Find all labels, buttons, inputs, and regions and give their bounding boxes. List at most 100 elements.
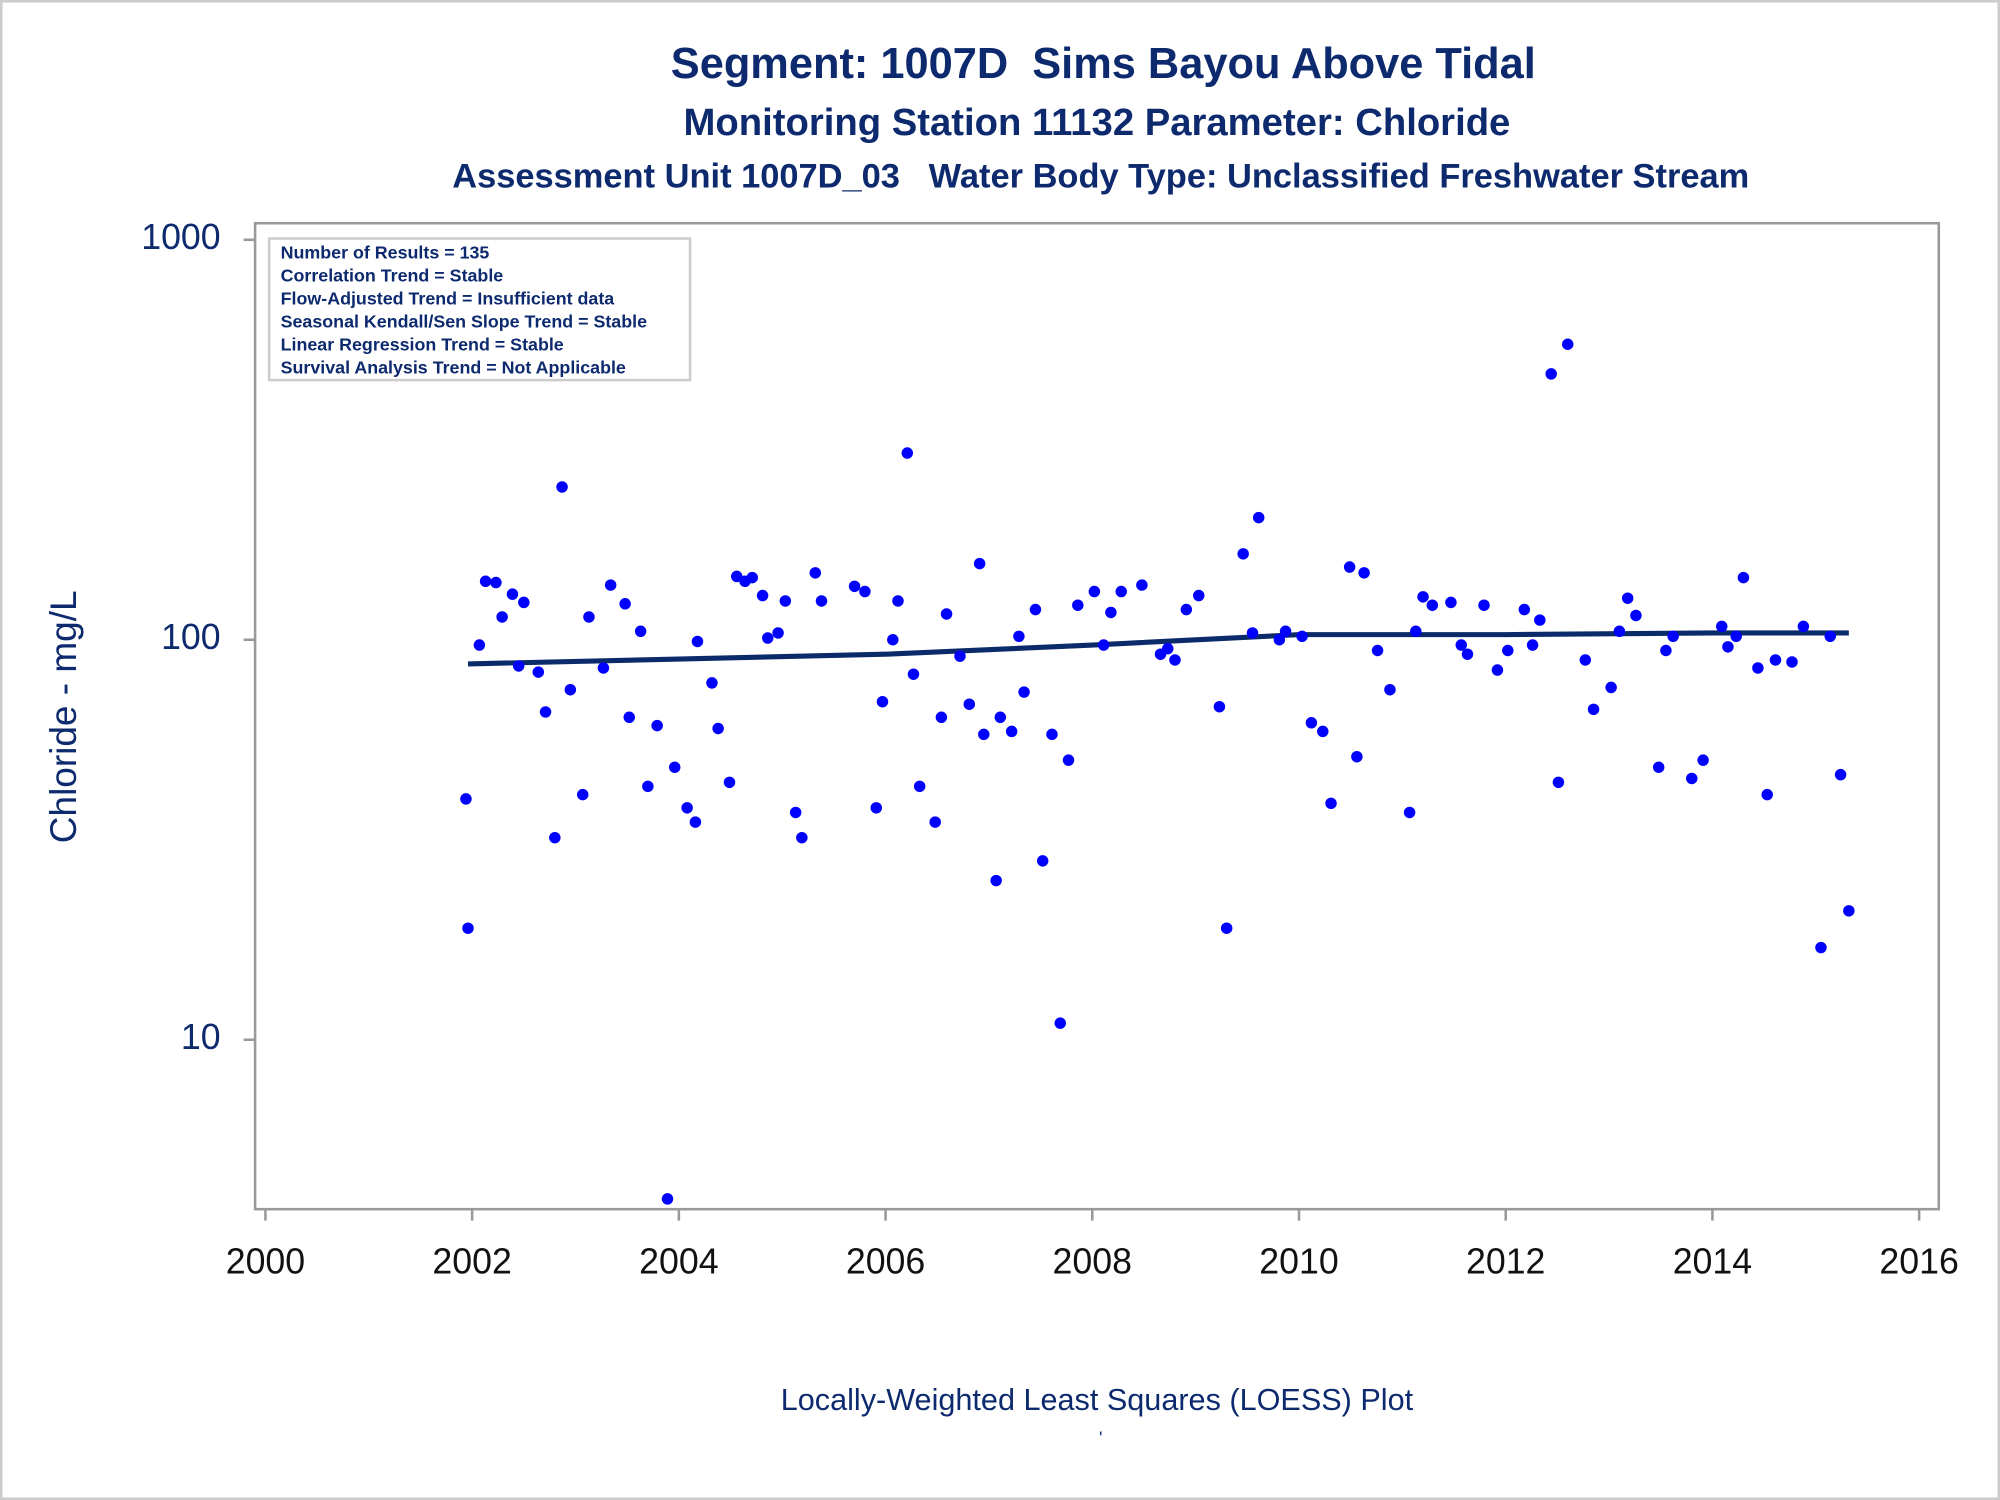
data-point bbox=[954, 650, 966, 662]
data-point bbox=[1036, 855, 1049, 867]
x-tick-label: 2008 bbox=[1053, 1241, 1132, 1281]
chart-subtitle: Assessment Unit 1007D_03 Water Body Type… bbox=[452, 158, 1749, 196]
data-point bbox=[779, 595, 792, 607]
data-point bbox=[490, 576, 502, 589]
data-point bbox=[1722, 641, 1734, 653]
x-tick-label: 2016 bbox=[1879, 1241, 1958, 1281]
data-point bbox=[1062, 754, 1075, 766]
data-point bbox=[994, 711, 1007, 724]
data-point bbox=[1445, 596, 1457, 609]
data-point bbox=[460, 793, 472, 805]
data-point bbox=[1491, 664, 1504, 676]
data-point bbox=[1843, 905, 1855, 917]
x-tick-label: 2010 bbox=[1259, 1241, 1338, 1281]
data-point bbox=[1088, 585, 1101, 598]
data-point bbox=[913, 780, 926, 793]
data-point bbox=[506, 588, 519, 600]
data-point bbox=[1246, 627, 1259, 639]
data-point bbox=[907, 668, 920, 680]
data-point bbox=[815, 595, 828, 607]
data-point bbox=[1029, 603, 1042, 616]
data-point bbox=[1273, 634, 1286, 646]
data-point bbox=[1136, 579, 1148, 591]
data-point bbox=[1279, 625, 1292, 638]
data-point bbox=[1358, 567, 1370, 579]
data-point bbox=[1552, 776, 1565, 789]
data-point bbox=[1417, 591, 1429, 603]
data-point bbox=[935, 711, 948, 724]
data-point bbox=[1384, 683, 1396, 696]
data-point bbox=[642, 780, 654, 793]
data-point bbox=[963, 698, 976, 710]
data-point bbox=[1018, 686, 1030, 698]
data-point bbox=[1317, 725, 1329, 738]
data-point bbox=[1526, 639, 1539, 651]
data-point bbox=[1660, 644, 1672, 657]
data-point bbox=[512, 660, 525, 672]
data-point bbox=[990, 874, 1002, 887]
data-point bbox=[1715, 620, 1728, 633]
x-tick-label: 2012 bbox=[1466, 1241, 1545, 1281]
footnote: Locally-Weighted Least Squares (LOESS) P… bbox=[781, 1383, 1414, 1417]
data-point bbox=[564, 683, 577, 696]
data-point bbox=[1403, 806, 1416, 819]
x-tick-label: 2004 bbox=[639, 1241, 718, 1281]
data-point bbox=[1252, 511, 1265, 524]
y-tick-label: 10 bbox=[181, 1017, 221, 1057]
data-point bbox=[978, 728, 990, 741]
data-point bbox=[689, 816, 702, 828]
annotation: Correlation Trend = Stable bbox=[281, 266, 504, 286]
data-point bbox=[929, 816, 941, 828]
data-point bbox=[1730, 630, 1742, 643]
data-point bbox=[1667, 630, 1679, 643]
data-point bbox=[1296, 630, 1308, 643]
data-point bbox=[1815, 941, 1827, 954]
chart-title: Segment: 1007D Sims Bayou Above Tidal bbox=[671, 40, 1536, 88]
data-point bbox=[848, 580, 861, 593]
data-point bbox=[1786, 656, 1798, 668]
data-point bbox=[1220, 922, 1233, 934]
data-point bbox=[1410, 625, 1422, 638]
annotation: Number of Results = 135 bbox=[281, 243, 490, 263]
data-point bbox=[1005, 725, 1018, 738]
data-point bbox=[549, 831, 561, 844]
annotation: Survival Analysis Trend = Not Applicable bbox=[281, 357, 626, 377]
data-point bbox=[577, 788, 589, 801]
data-point bbox=[539, 706, 552, 718]
data-point bbox=[901, 447, 914, 459]
data-point bbox=[1587, 703, 1600, 716]
data-point bbox=[1534, 614, 1546, 626]
data-point bbox=[691, 635, 704, 648]
data-point bbox=[1161, 642, 1174, 655]
data-point bbox=[1737, 571, 1750, 584]
data-point bbox=[479, 575, 492, 588]
data-point bbox=[1343, 561, 1356, 573]
data-point bbox=[1180, 603, 1193, 616]
data-point bbox=[651, 719, 663, 732]
data-point bbox=[518, 596, 530, 609]
plot-frame bbox=[253, 221, 1941, 1211]
data-point bbox=[661, 1193, 674, 1205]
data-point bbox=[876, 695, 889, 708]
data-point bbox=[1621, 592, 1634, 604]
y-tick-label: 100 bbox=[161, 617, 221, 657]
data-point bbox=[1351, 750, 1363, 763]
data-point bbox=[870, 802, 883, 814]
data-point bbox=[1630, 609, 1642, 622]
data-point bbox=[796, 831, 808, 844]
data-point bbox=[1305, 717, 1318, 729]
data-point bbox=[940, 608, 953, 620]
x-tick-label: 2002 bbox=[432, 1241, 511, 1281]
chart-subtitle: Monitoring Station 11132 Parameter: Chlo… bbox=[684, 101, 1511, 144]
data-point bbox=[1769, 654, 1782, 666]
data-point bbox=[681, 802, 693, 814]
data-point bbox=[1652, 761, 1665, 773]
data-point bbox=[619, 598, 631, 610]
data-point bbox=[1213, 701, 1226, 713]
data-point bbox=[731, 570, 743, 583]
data-point bbox=[583, 611, 595, 623]
data-point bbox=[1054, 1017, 1066, 1029]
data-point bbox=[1613, 625, 1626, 638]
data-point bbox=[473, 639, 486, 651]
